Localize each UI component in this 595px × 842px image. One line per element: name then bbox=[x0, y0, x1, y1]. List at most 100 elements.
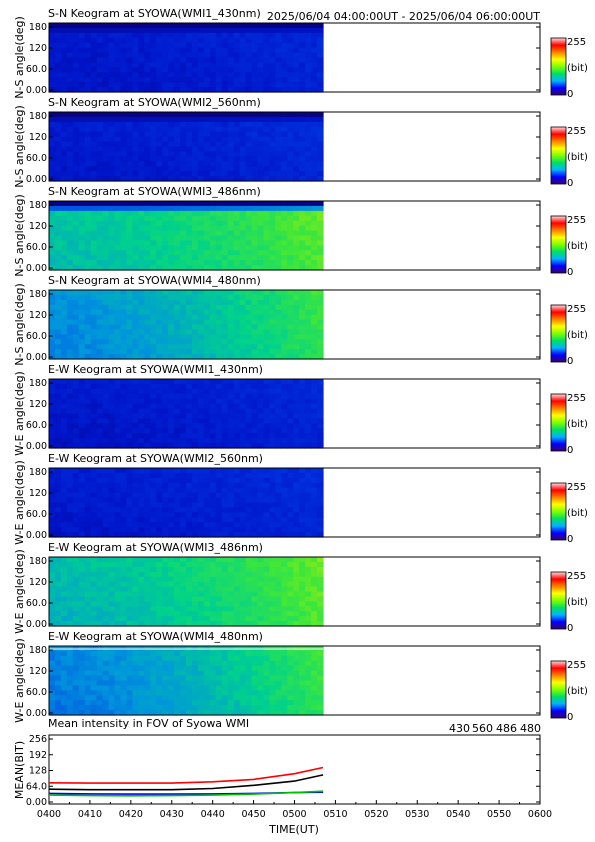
keogram-cell bbox=[239, 151, 247, 157]
keogram-cell bbox=[233, 418, 241, 424]
keogram-cell bbox=[215, 171, 223, 177]
keogram-cell bbox=[162, 665, 169, 672]
keogram-cell bbox=[239, 408, 247, 415]
keogram-cell bbox=[54, 304, 62, 311]
keogram-cell bbox=[186, 32, 193, 39]
keogram-cell bbox=[227, 309, 235, 316]
colorbar bbox=[550, 37, 567, 96]
keogram-cell bbox=[84, 512, 92, 518]
keogram-cell bbox=[150, 309, 157, 316]
keogram-cell bbox=[126, 67, 133, 73]
keogram-cell bbox=[311, 601, 318, 607]
keogram-cell bbox=[293, 324, 300, 331]
keogram-cell bbox=[239, 581, 247, 588]
keogram-cell bbox=[191, 571, 199, 578]
keogram-cell bbox=[120, 423, 128, 429]
keogram-cell bbox=[239, 215, 247, 222]
keogram-cell bbox=[305, 151, 312, 157]
keogram-cell bbox=[114, 354, 122, 360]
keogram-cell bbox=[84, 571, 92, 578]
keogram-cell bbox=[66, 141, 74, 148]
keogram-cell bbox=[49, 67, 56, 73]
keogram-cell bbox=[233, 151, 241, 157]
keogram-cell bbox=[90, 581, 98, 588]
keogram-cell bbox=[78, 72, 86, 78]
keogram-cell bbox=[156, 532, 163, 538]
keogram-cell bbox=[49, 586, 56, 593]
keogram-cell bbox=[203, 151, 211, 157]
keogram-cell bbox=[269, 87, 276, 93]
keogram-cell bbox=[72, 57, 80, 64]
keogram-cell bbox=[144, 393, 151, 400]
keogram-cell bbox=[317, 57, 324, 64]
keogram-cell bbox=[162, 161, 169, 167]
keogram-cell bbox=[168, 557, 175, 563]
keogram-cell bbox=[191, 210, 199, 217]
keogram-cell bbox=[221, 67, 229, 73]
keogram-cell bbox=[275, 210, 282, 217]
keogram-cell bbox=[168, 339, 175, 345]
keogram-cell bbox=[275, 379, 282, 385]
keogram-cell bbox=[317, 27, 324, 34]
keogram-cell bbox=[186, 670, 193, 677]
keogram-cell bbox=[108, 379, 116, 385]
keogram-cell bbox=[197, 507, 205, 513]
keogram-cell bbox=[209, 398, 217, 405]
keogram-cell bbox=[215, 344, 223, 350]
keogram-cell bbox=[287, 428, 294, 434]
keogram-cell bbox=[269, 299, 276, 306]
keogram-cell bbox=[138, 468, 145, 474]
keogram-cell bbox=[251, 379, 259, 385]
keogram-cell bbox=[114, 27, 122, 34]
keogram-cell bbox=[54, 665, 62, 672]
keogram-cell bbox=[150, 23, 157, 29]
keogram-cell bbox=[245, 72, 253, 78]
keogram-cell bbox=[138, 586, 145, 593]
keogram-cell bbox=[281, 37, 288, 44]
keogram-cell bbox=[281, 408, 288, 415]
keogram-cell bbox=[269, 171, 276, 177]
keogram-cell bbox=[233, 290, 241, 296]
keogram-cell bbox=[90, 532, 98, 538]
keogram-cell bbox=[209, 116, 217, 123]
keogram-cell bbox=[251, 146, 259, 153]
keogram-cell bbox=[96, 468, 104, 474]
keogram-cell bbox=[269, 156, 276, 162]
keogram-cell bbox=[227, 398, 235, 405]
keogram-cell bbox=[245, 576, 253, 583]
keogram-cell bbox=[108, 225, 116, 232]
keogram-cell bbox=[221, 596, 229, 602]
keogram-cell bbox=[269, 294, 276, 301]
keogram-cell bbox=[150, 403, 157, 410]
keogram-cell bbox=[299, 497, 306, 504]
keogram-cell bbox=[60, 52, 68, 59]
keogram-cell bbox=[108, 700, 116, 706]
keogram-cell bbox=[203, 136, 211, 143]
keogram-cell bbox=[317, 47, 324, 54]
keogram-cell bbox=[317, 339, 324, 345]
keogram-cell bbox=[203, 116, 211, 123]
keogram-cell bbox=[227, 156, 235, 162]
keogram-cell bbox=[245, 586, 253, 593]
keogram-cell bbox=[90, 665, 98, 672]
keogram-cell bbox=[174, 201, 181, 207]
keogram-cell bbox=[162, 655, 169, 662]
keogram-cell bbox=[162, 468, 169, 474]
keogram-cell bbox=[227, 423, 235, 429]
keogram-cell bbox=[191, 161, 199, 167]
keogram-cell bbox=[251, 522, 259, 528]
keogram-cell bbox=[221, 171, 229, 177]
keogram-cell bbox=[102, 77, 110, 83]
keogram-cell bbox=[78, 591, 86, 598]
keogram-cell bbox=[281, 156, 288, 162]
keogram-cell bbox=[227, 379, 235, 385]
keogram-cell bbox=[150, 398, 157, 405]
keogram-cell bbox=[54, 443, 62, 449]
keogram-cell bbox=[114, 586, 122, 593]
keogram-cell bbox=[96, 121, 104, 128]
keogram-cell bbox=[120, 121, 128, 128]
keogram-cell bbox=[275, 339, 282, 345]
keogram-cell bbox=[299, 329, 306, 335]
keogram-cell bbox=[120, 517, 128, 523]
keogram-cell bbox=[54, 591, 62, 598]
